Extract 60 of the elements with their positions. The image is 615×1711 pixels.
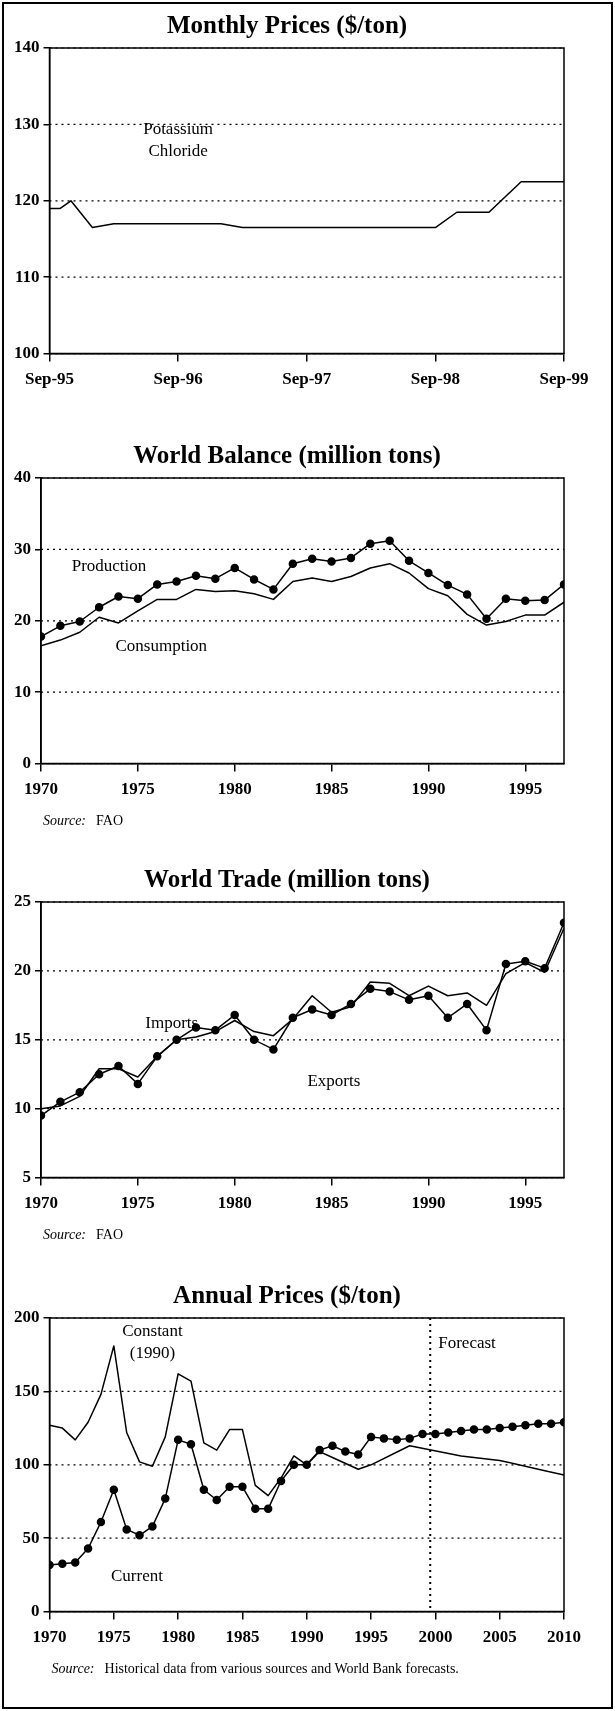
y-tick-label: 10 [14, 1098, 31, 1118]
series-label: Production [71, 556, 147, 575]
x-tick-label: 1995 [508, 779, 543, 799]
source-note: Source: FAO [43, 812, 123, 828]
x-tick-label: 1990 [411, 1193, 446, 1213]
x-tick-label: 1990 [411, 779, 446, 799]
x-tick-label: 1980 [217, 1193, 252, 1213]
x-tick-label: 1970 [24, 1193, 58, 1213]
x-tick-label: Sep-99 [539, 369, 589, 389]
y-tick-label: 0 [31, 1600, 40, 1620]
x-tick-label: 1980 [161, 1627, 196, 1647]
text: Potassium Chloride [143, 119, 214, 161]
source-note: Source: FAO [43, 1226, 123, 1242]
x-tick-label: Sep-95 [24, 369, 75, 389]
series-label: Consumption [115, 635, 208, 655]
x-tick-label: 2005 [482, 1627, 517, 1647]
y-tick-label: 20 [14, 960, 31, 980]
source-note: Source: Historical data from various sources and World Bank forecasts. [51, 1660, 459, 1676]
x-tick-label: 1980 [217, 779, 252, 799]
y-tick-label: 50 [22, 1527, 40, 1547]
y-tick-label: 110 [14, 266, 40, 286]
y-tick-label: 140 [14, 37, 40, 57]
y-tick-label: 100 [14, 342, 40, 362]
y-tick-label: 30 [14, 538, 31, 558]
x-tick-label: 2000 [418, 1627, 453, 1647]
chart-title: Annual Prices ($/ton) [173, 1281, 401, 1310]
series-label: Current [111, 1565, 164, 1585]
x-tick-label: 1985 [314, 1193, 349, 1213]
x-tick-label: 1995 [508, 1193, 543, 1213]
x-tick-label: 2010 [547, 1627, 581, 1647]
y-tick-label: 200 [14, 1307, 40, 1327]
y-tick-label: 130 [14, 113, 40, 133]
chart-title: Monthly Prices ($/ton) [166, 11, 408, 40]
y-tick-label: 0 [22, 752, 31, 772]
y-tick-label: 10 [14, 681, 31, 701]
y-tick-label: 25 [14, 891, 31, 911]
x-tick-label: 1970 [32, 1627, 67, 1647]
text: Exports [307, 1070, 361, 1090]
x-tick-label: 1970 [24, 779, 58, 799]
x-tick-label: Sep-97 [282, 369, 332, 389]
chart-title: World Balance (million tons) [133, 441, 441, 470]
y-tick-label: 20 [14, 610, 31, 630]
x-tick-label: 1975 [120, 1193, 155, 1213]
series-label: Constant (1990) [122, 1320, 183, 1362]
y-tick-label: 15 [14, 1029, 31, 1049]
y-tick-label: 150 [14, 1380, 40, 1400]
y-tick-label: 100 [14, 1454, 40, 1474]
x-tick-label: 1990 [289, 1627, 324, 1647]
x-tick-label: 1985 [225, 1627, 260, 1647]
ref-line-label: Forecast [438, 1333, 497, 1353]
x-tick-label: 1985 [314, 779, 349, 799]
chart-title: World Trade (million tons) [144, 865, 430, 894]
y-tick-label: 120 [14, 190, 40, 210]
y-tick-label: 5 [22, 1166, 31, 1186]
x-tick-label: Sep-98 [410, 369, 460, 389]
x-tick-label: 1975 [120, 779, 155, 799]
x-tick-label: Sep-96 [153, 369, 203, 389]
x-tick-label: 1975 [96, 1627, 131, 1647]
y-tick-label: 40 [14, 467, 31, 487]
x-tick-label: 1995 [354, 1627, 389, 1647]
